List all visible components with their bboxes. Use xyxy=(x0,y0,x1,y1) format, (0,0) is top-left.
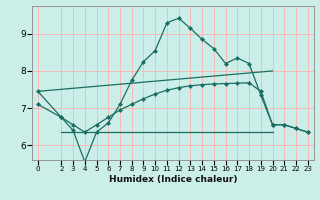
X-axis label: Humidex (Indice chaleur): Humidex (Indice chaleur) xyxy=(108,175,237,184)
